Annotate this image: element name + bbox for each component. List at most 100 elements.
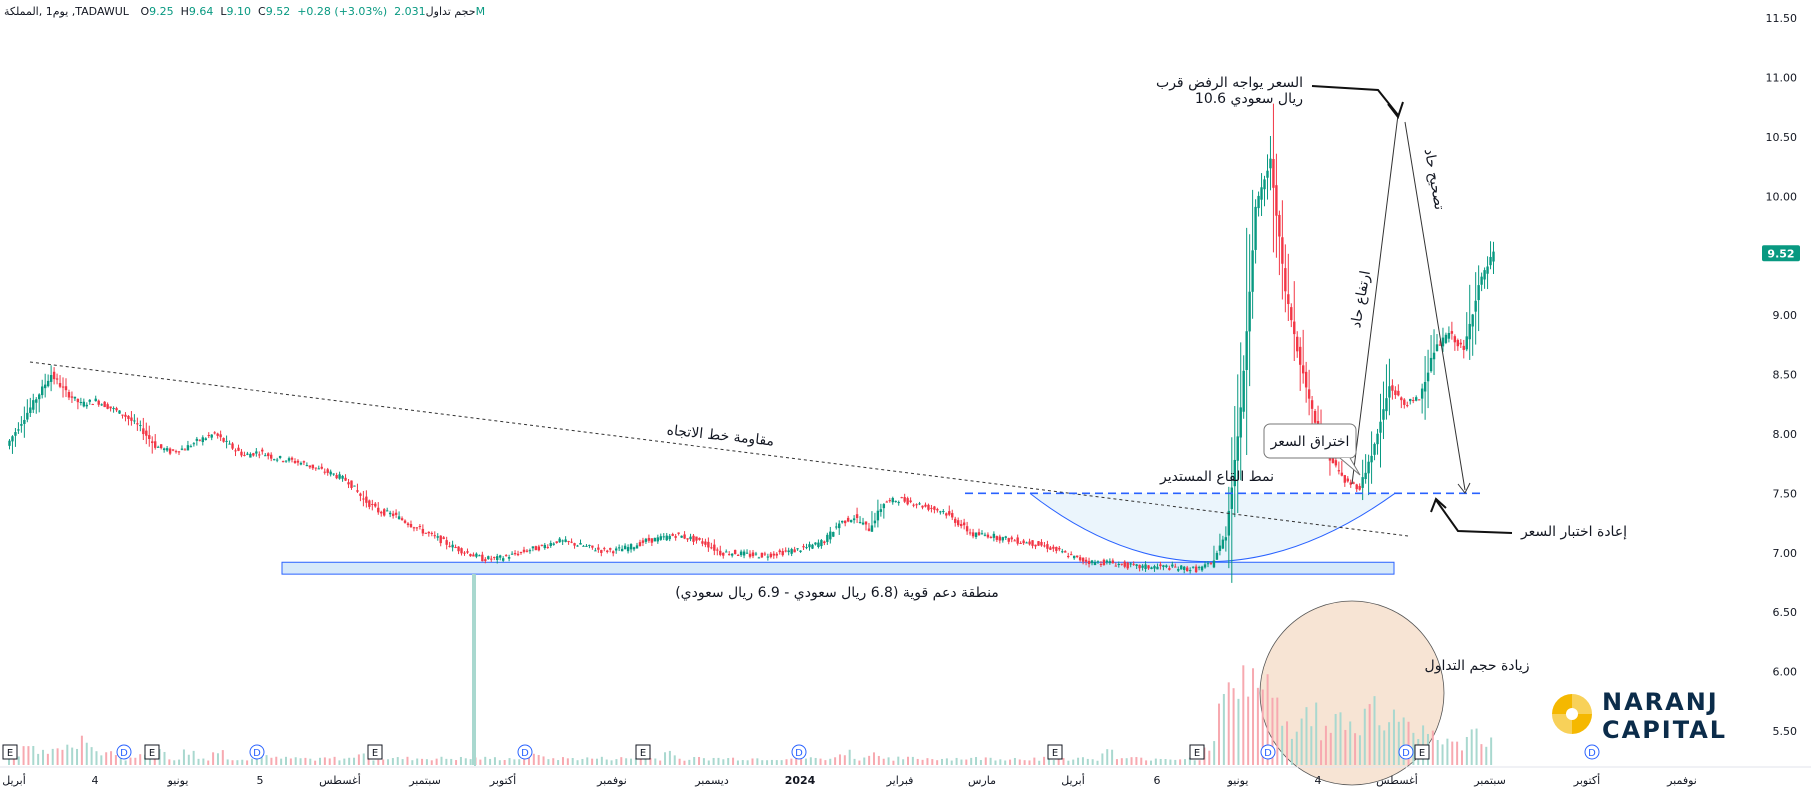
- low-label: L: [220, 5, 227, 18]
- candle-body: [552, 543, 555, 545]
- candle-body: [1117, 564, 1120, 566]
- time-tick: أغسطس: [1376, 773, 1418, 787]
- candle-body: [8, 440, 11, 446]
- volume-bar: [644, 758, 647, 765]
- candle-body: [55, 378, 59, 380]
- volume-bar: [1295, 731, 1298, 765]
- volume-bar: [469, 759, 472, 765]
- candle-body: [496, 556, 499, 561]
- candle-body: [451, 544, 454, 548]
- candle-body: [1052, 546, 1055, 549]
- candle-body: [29, 407, 32, 414]
- breakout-label: اختراق السعر: [1270, 434, 1350, 450]
- volume-bar: [751, 758, 754, 765]
- candle-body: [1313, 410, 1317, 423]
- volume-bar: [343, 758, 346, 765]
- volume-bar: [1145, 760, 1148, 765]
- candle-body: [546, 546, 549, 548]
- volume-bar: [357, 754, 360, 765]
- earnings-marker: [1189, 744, 1205, 760]
- volume-bar: [260, 751, 263, 765]
- volume-bar: [411, 760, 414, 765]
- volume-bar: [348, 757, 351, 765]
- candle-body: [350, 480, 353, 488]
- candle-body: [493, 556, 496, 558]
- candle-body: [757, 557, 761, 559]
- candle-body: [1284, 268, 1287, 292]
- volume-bar: [1013, 757, 1016, 765]
- high-value: 9.64: [188, 5, 214, 18]
- candle-body: [980, 533, 984, 535]
- candle-body: [1435, 344, 1439, 352]
- candle-body: [142, 428, 145, 435]
- volume-bar: [187, 754, 190, 765]
- volume-bar: [479, 759, 482, 765]
- candle-body: [427, 531, 431, 534]
- volume-bar: [892, 760, 895, 765]
- last-price-label: 9.52: [1767, 247, 1794, 260]
- candle-body: [91, 404, 94, 406]
- volume-bar: [216, 753, 219, 765]
- volume-bar: [1368, 704, 1371, 765]
- volume-bar: [1072, 759, 1075, 765]
- candle-body: [1022, 540, 1025, 544]
- volume-bar: [338, 760, 341, 765]
- candle-body: [1114, 565, 1118, 567]
- candle-body: [841, 520, 844, 523]
- volume-bar: [984, 757, 987, 765]
- volume-bar: [192, 750, 195, 765]
- candle-body: [353, 485, 356, 487]
- candle-body: [1391, 385, 1394, 391]
- candle-body: [1156, 566, 1159, 570]
- candle-body: [609, 548, 612, 550]
- volume-bar: [1081, 757, 1084, 765]
- close-label: C: [258, 5, 266, 18]
- time-tick: نوفمبر: [1666, 774, 1697, 787]
- volume-bar: [843, 755, 846, 765]
- candle-body: [939, 511, 942, 513]
- candle-body: [23, 419, 26, 424]
- candle-body: [591, 545, 594, 548]
- candle-body: [154, 441, 157, 448]
- rounding-bottom-label: نمط القاع المستدير: [1159, 469, 1274, 485]
- candle-body: [974, 532, 978, 538]
- volume-bar: [1188, 757, 1191, 765]
- rounding-bottom: [1029, 492, 1396, 563]
- candle-body: [915, 504, 918, 506]
- volume-bar: [294, 757, 297, 765]
- candle-body: [891, 497, 894, 503]
- candle-body: [537, 546, 541, 551]
- volume-bar: [673, 755, 676, 765]
- candle-body: [600, 550, 603, 553]
- breakout-callout: [1263, 423, 1357, 459]
- candle-body: [873, 520, 877, 524]
- candle-body: [1406, 405, 1409, 407]
- candle-body: [989, 536, 993, 538]
- volume-bar: [1174, 759, 1177, 765]
- candle-body: [507, 557, 511, 559]
- candle-body: [255, 451, 258, 454]
- volume-bar: [484, 756, 487, 765]
- volume-bar: [182, 749, 185, 765]
- time-tick: أكتوبر: [489, 773, 516, 787]
- candle-body: [796, 548, 799, 550]
- candle-body: [1019, 542, 1022, 544]
- candle-body: [97, 400, 100, 405]
- volume-bar: [615, 759, 618, 765]
- candle-body: [1141, 565, 1144, 568]
- volume-bar: [882, 758, 885, 765]
- candle-body: [968, 532, 972, 534]
- volume-bar: [1470, 729, 1473, 765]
- volume-bar: [989, 757, 992, 765]
- volume-bar: [1086, 758, 1089, 765]
- candle-body: [198, 439, 202, 441]
- volume-bar: [280, 758, 283, 765]
- candle-body: [1471, 314, 1474, 327]
- candle-body: [1489, 256, 1492, 266]
- candle-body: [959, 523, 963, 527]
- breakout-callout-tail: [1339, 457, 1361, 476]
- volume-bar: [1485, 746, 1488, 765]
- candle-body: [1016, 537, 1019, 544]
- time-tick: 2024: [785, 774, 816, 787]
